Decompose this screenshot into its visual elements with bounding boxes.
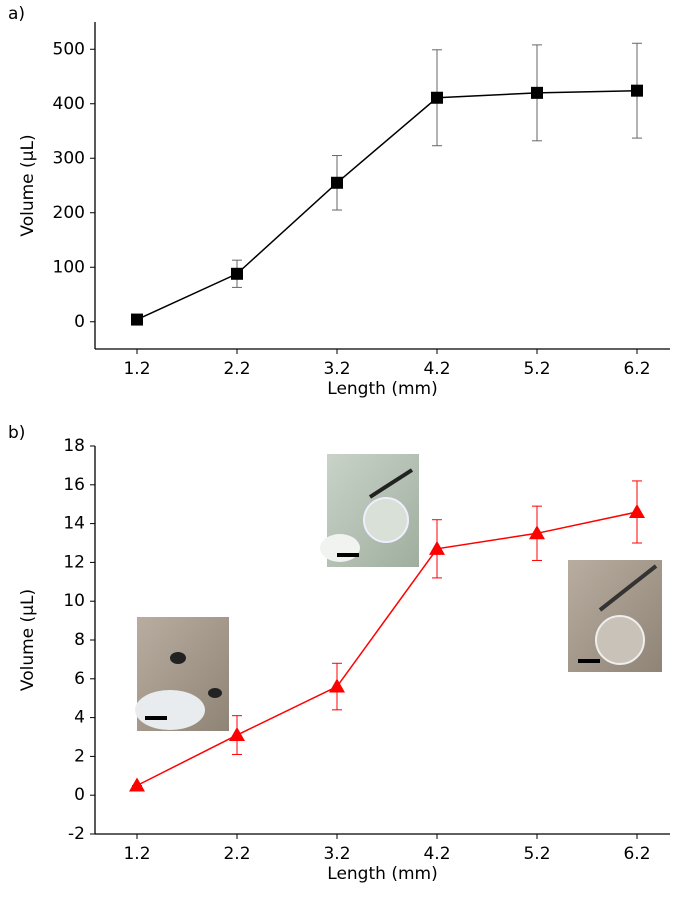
y-tick-label: 400 — [53, 94, 85, 114]
x-tick-label: 2.2 — [223, 844, 250, 864]
x-axis-title: Length (mm) — [327, 864, 437, 884]
inset-photo — [568, 560, 662, 672]
marker — [129, 777, 145, 792]
x-tick-label: 2.2 — [223, 359, 250, 379]
inset-photo — [320, 454, 419, 567]
marker — [631, 84, 643, 97]
y-tick-label: 12 — [63, 552, 85, 572]
x-tick-label: 4.2 — [423, 844, 450, 864]
y-tick-label: 2 — [74, 746, 85, 766]
x-tick-label: 4.2 — [423, 359, 450, 379]
marker — [431, 91, 443, 104]
y-tick-label: 10 — [63, 591, 85, 611]
y-tick-label: 300 — [53, 148, 85, 168]
y-axis-title: Volume (µL) — [18, 134, 38, 236]
y-tick-label: 0 — [74, 312, 85, 332]
y-tick-label: 8 — [74, 630, 85, 650]
marker — [231, 267, 243, 280]
marker — [529, 525, 545, 540]
y-tick-label: 16 — [63, 475, 85, 495]
panel-label: a) — [8, 4, 25, 24]
y-tick-label: 0 — [74, 785, 85, 805]
x-axis-title: Length (mm) — [327, 379, 437, 399]
y-tick-label: 6 — [74, 669, 85, 689]
y-tick-label: 18 — [63, 436, 85, 456]
y-tick-label: 100 — [53, 257, 85, 277]
data-line — [136, 89, 638, 321]
x-tick-label: 1.2 — [123, 844, 150, 864]
x-tick-label: 3.2 — [323, 844, 350, 864]
y-tick-label: 4 — [74, 708, 85, 728]
x-tick-label: 1.2 — [123, 359, 150, 379]
marker — [531, 86, 543, 99]
y-tick-label: -2 — [68, 824, 85, 844]
inset-photo — [135, 617, 229, 731]
x-tick-label: 6.2 — [623, 844, 650, 864]
x-tick-label: 5.2 — [523, 359, 550, 379]
data-line — [136, 511, 638, 787]
x-tick-label: 6.2 — [623, 359, 650, 379]
panel-label: b) — [8, 423, 25, 443]
marker — [229, 727, 245, 742]
marker — [629, 503, 645, 518]
marker — [329, 678, 345, 693]
y-tick-label: 200 — [53, 203, 85, 223]
y-axis-title: Volume (µL) — [18, 589, 38, 691]
y-tick-label: 14 — [63, 514, 85, 534]
y-tick-label: 500 — [53, 39, 85, 59]
x-tick-label: 5.2 — [523, 844, 550, 864]
marker — [131, 313, 143, 326]
x-tick-label: 3.2 — [323, 359, 350, 379]
marker — [429, 540, 445, 555]
marker — [331, 176, 343, 189]
